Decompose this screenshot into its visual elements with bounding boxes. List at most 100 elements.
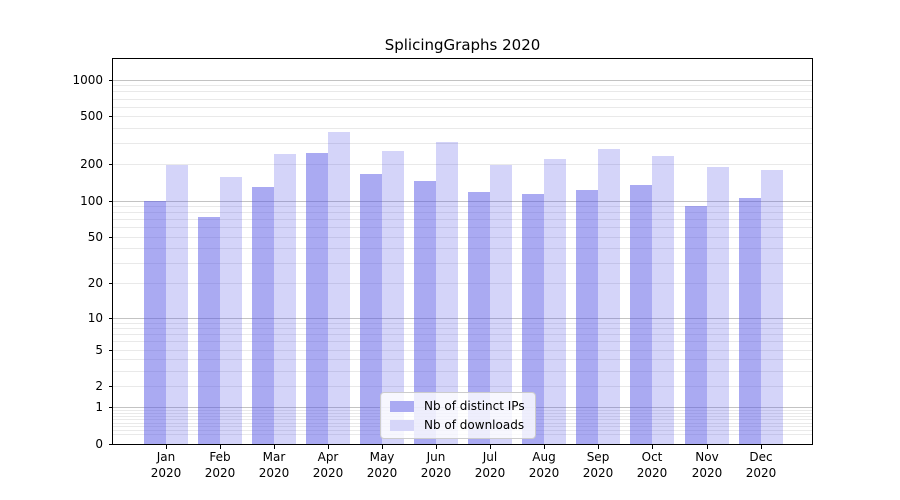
x-tick-year: 2020 (258, 466, 290, 480)
y-tick-label: 5 (95, 343, 103, 357)
y-tick-label: 50 (87, 230, 103, 244)
x-tick-label: Aug 2020 (516, 449, 572, 481)
x-tick (328, 445, 329, 449)
x-tick-year: 2020 (745, 466, 777, 480)
gridline (113, 371, 812, 372)
bar-ips-dec (739, 198, 761, 444)
bar-downloads-dec (761, 170, 783, 444)
x-tick-label: Sep 2020 (570, 449, 626, 481)
y-tick (109, 318, 113, 319)
x-tick (490, 445, 491, 449)
legend: Nb of distinct IPs Nb of downloads (380, 392, 536, 439)
x-tick (382, 445, 383, 449)
y-tick-label: 200 (80, 157, 103, 171)
bar-ips-jun (414, 181, 436, 444)
x-tick-label: Feb 2020 (192, 449, 248, 481)
x-tick-year: 2020 (204, 466, 236, 480)
x-tick (166, 445, 167, 449)
bar-downloads-oct (652, 156, 674, 444)
chart-title: SplicingGraphs 2020 (384, 36, 541, 54)
gridline (113, 128, 812, 129)
x-tick-year: 2020 (691, 466, 723, 480)
y-tick-label: 100 (80, 194, 103, 208)
x-tick (761, 445, 762, 449)
y-tick-label: 2 (95, 379, 103, 393)
bar-downloads-may (382, 151, 404, 444)
bar-downloads-feb (220, 177, 242, 444)
y-tick-label: 1 (95, 400, 103, 414)
legend-item-downloads: Nb of downloads (390, 418, 525, 432)
bar-downloads-aug (544, 159, 566, 444)
gridline (113, 350, 812, 351)
bar-downloads-nov (707, 167, 729, 444)
y-tick (109, 116, 113, 117)
y-tick (109, 444, 113, 445)
x-tick-month: Mar (262, 450, 286, 464)
bar-downloads-jan (166, 165, 188, 444)
x-tick-month: Aug (532, 450, 556, 464)
bar-ips-feb (198, 217, 220, 444)
axis-spine-left (112, 58, 113, 445)
gridline (113, 107, 812, 108)
x-tick-month: Feb (209, 450, 231, 464)
gridline (113, 318, 812, 319)
gridline (113, 206, 812, 207)
bar-ips-mar (252, 187, 274, 444)
x-tick (544, 445, 545, 449)
gridline (113, 283, 812, 284)
gridline (113, 359, 812, 360)
x-tick-month: Oct (641, 450, 663, 464)
bar-downloads-apr (328, 132, 350, 444)
bar-ips-aug (522, 194, 544, 444)
x-tick-label: Dec 2020 (733, 449, 789, 481)
gridline (113, 237, 812, 238)
x-tick-year: 2020 (528, 466, 560, 480)
x-tick-label: Nov 2020 (679, 449, 735, 481)
x-tick-month: Nov (695, 450, 719, 464)
x-tick-year: 2020 (582, 466, 614, 480)
gridline (113, 91, 812, 92)
x-tick-year: 2020 (150, 466, 182, 480)
x-tick-year: 2020 (636, 466, 668, 480)
x-tick (274, 445, 275, 449)
x-tick-label: Jun 2020 (408, 449, 464, 481)
y-tick (109, 80, 113, 81)
bar-ips-jan (144, 201, 166, 444)
gridline (113, 212, 812, 213)
gridline (113, 341, 812, 342)
x-tick-label: Mar 2020 (246, 449, 302, 481)
x-tick-month: Jul (482, 450, 498, 464)
legend-item-distinct-ips: Nb of distinct IPs (390, 399, 525, 413)
x-tick (220, 445, 221, 449)
bar-downloads-sep (598, 149, 620, 444)
legend-swatch-distinct-ips (390, 400, 414, 412)
x-tick-label: Jan 2020 (138, 449, 194, 481)
y-tick-label: 0 (95, 437, 103, 451)
gridline (113, 99, 812, 100)
gridline (113, 323, 812, 324)
gridline (113, 263, 812, 264)
bar-ips-jul (468, 192, 490, 444)
gridline (113, 143, 812, 144)
x-tick-month: Sep (586, 450, 610, 464)
bar-ips-apr (306, 153, 328, 444)
gridline (113, 201, 812, 202)
x-tick-month: Jan (156, 450, 176, 464)
legend-label-downloads: Nb of downloads (424, 418, 525, 432)
y-tick (109, 386, 113, 387)
y-tick (109, 164, 113, 165)
x-tick-year: 2020 (420, 466, 452, 480)
x-tick-month: May (369, 450, 395, 464)
x-tick (598, 445, 599, 449)
x-tick-year: 2020 (312, 466, 344, 480)
gridline (113, 334, 812, 335)
x-tick-label: May 2020 (354, 449, 410, 481)
x-tick-label: Apr 2020 (300, 449, 356, 481)
y-tick (109, 201, 113, 202)
gridline (113, 328, 812, 329)
x-tick-label: Oct 2020 (624, 449, 680, 481)
gridline (113, 219, 812, 220)
x-tick (436, 445, 437, 449)
y-tick (109, 237, 113, 238)
